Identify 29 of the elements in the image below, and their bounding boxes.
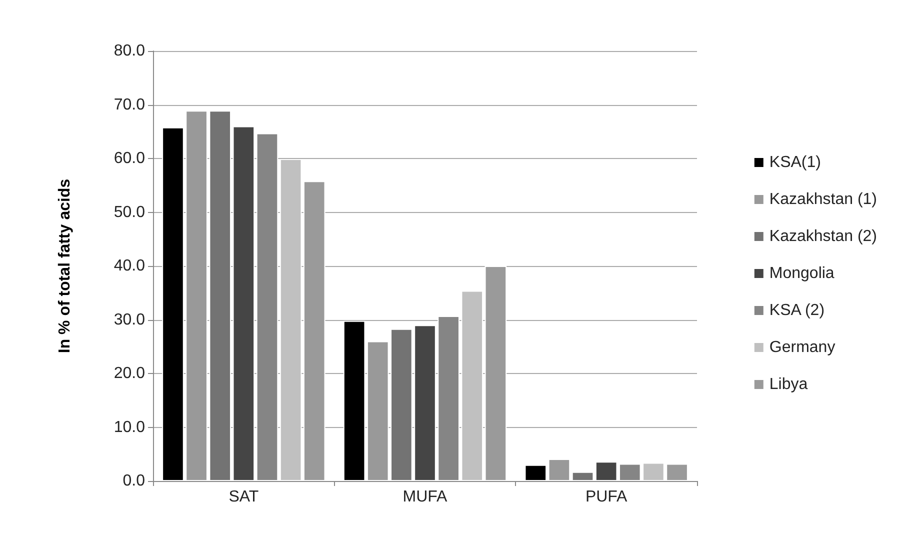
bar (280, 159, 302, 481)
x-tick-label: MUFA (402, 488, 448, 506)
x-tick-label: PUFA (585, 488, 628, 506)
x-tick-label: SAT (228, 488, 259, 506)
bar (343, 320, 366, 481)
legend-label: Germany (769, 339, 836, 356)
bar (303, 181, 326, 481)
bar (572, 472, 594, 481)
y-tick-label: 30.0 (114, 311, 146, 328)
y-tick-label: 50.0 (114, 204, 146, 221)
legend-label: Kazakhstan (2) (769, 228, 877, 245)
y-tick-label: 70.0 (114, 96, 146, 114)
y-tick-label: 10.0 (114, 418, 146, 436)
y-tick-label: 60.0 (114, 150, 146, 167)
legend-label: Kazakhstan (1) (769, 191, 877, 208)
y-tick-label: 0.0 (122, 472, 146, 490)
legend-label: Mongolia (769, 265, 834, 282)
y-axis-title: In % of total fatty acids (56, 178, 74, 354)
bar (548, 458, 570, 481)
legend-label: Libya (769, 376, 808, 393)
bar (595, 462, 618, 481)
bar (484, 266, 507, 481)
y-tick-label: 40.0 (114, 258, 146, 274)
bar (524, 464, 547, 481)
y-tick-label: 20.0 (114, 365, 146, 382)
legend-label: KSA(1) (769, 154, 821, 171)
bar (232, 126, 255, 481)
legend-label: KSA (2) (769, 302, 825, 319)
y-tick-label: 80.0 (114, 42, 146, 60)
